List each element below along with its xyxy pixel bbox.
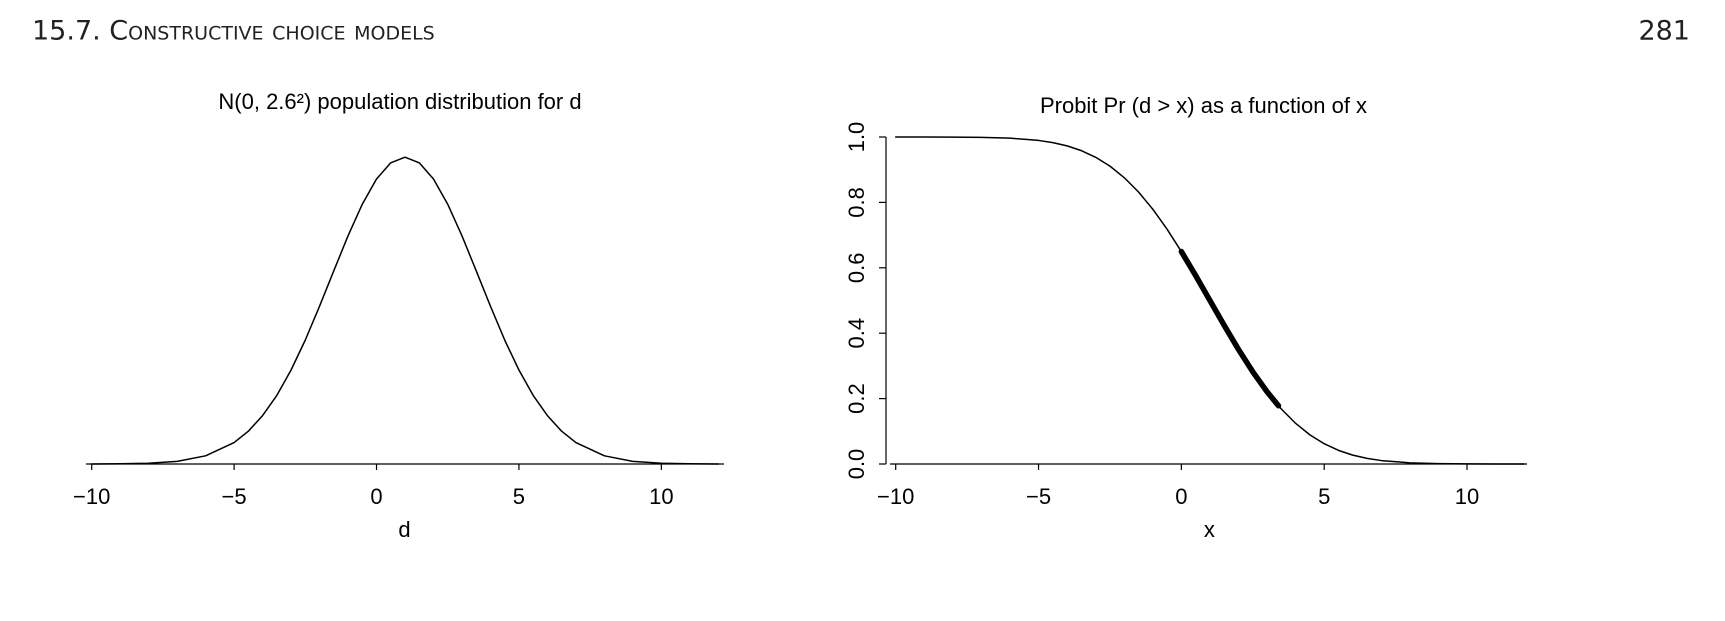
data-line [1178,248,1282,409]
y-tick-label: 0.8 [844,187,869,218]
x-tick-label: −10 [73,484,110,509]
x-axis-label: d [398,517,410,542]
x-axis-label: x [1204,517,1215,542]
x-tick-label: 0 [1175,484,1187,509]
x-tick-label: 10 [1455,484,1479,509]
y-tick-label: 0.0 [844,449,869,480]
page-number: 281 [1638,16,1690,47]
data-line [90,156,720,465]
x-tick-label: 5 [1318,484,1330,509]
y-tick-label: 0.4 [844,318,869,349]
x-tick-label: −5 [222,484,247,509]
chart-title: N(0, 2.6²) population distribution for d [218,89,581,114]
y-tick-label: 0.6 [844,253,869,284]
x-tick-label: 5 [513,484,525,509]
x-tick-label: 10 [649,484,673,509]
y-tick-label: 0.2 [844,383,869,414]
section-heading: 15.7. Constructive choice models [32,16,435,47]
x-tick-label: −10 [877,484,914,509]
x-tick-label: 0 [370,484,382,509]
chart-title: Probit Pr (d > x) as a function of x [1040,93,1367,118]
y-tick-label: 1.0 [844,122,869,153]
x-tick-label: −5 [1026,484,1051,509]
